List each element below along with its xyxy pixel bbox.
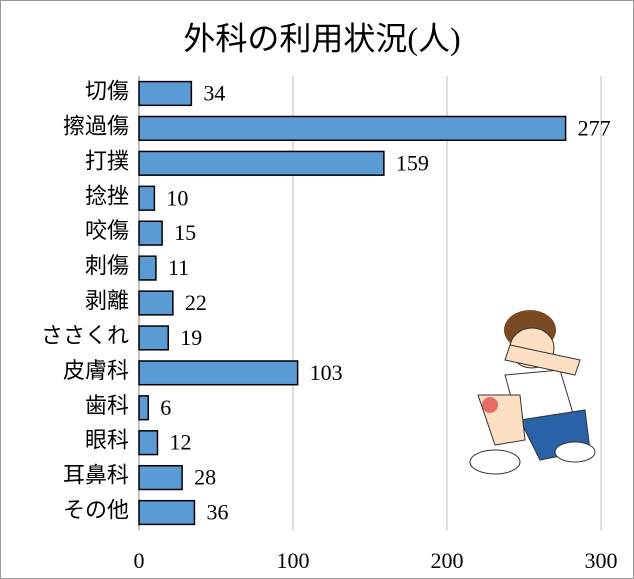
bar xyxy=(139,117,566,141)
y-tick-label: 耳鼻科 xyxy=(63,463,129,488)
chart-title: 外科の利用状況(人) xyxy=(183,20,460,56)
x-tick-label: 0 xyxy=(134,548,145,573)
y-tick-label: 刺傷 xyxy=(85,253,129,278)
chart: 外科の利用状況(人) 0 100 200 300 切傷 34 擦過傷 277 打撲 159 捻挫 10… xyxy=(0,0,634,579)
data-label: 10 xyxy=(166,185,188,210)
y-tick-label: 皮膚科 xyxy=(63,358,129,383)
data-label: 6 xyxy=(160,395,171,420)
bar xyxy=(139,501,194,525)
data-label: 19 xyxy=(180,325,202,350)
data-label: 34 xyxy=(203,81,225,106)
y-tick-label: 打撲 xyxy=(85,148,129,173)
x-tick-label: 100 xyxy=(277,548,310,573)
bar xyxy=(139,326,168,350)
bar xyxy=(139,396,148,420)
bar xyxy=(139,82,191,106)
y-tick-label: 咬傷 xyxy=(85,218,129,243)
bar xyxy=(139,361,298,385)
y-tick-label: 擦過傷 xyxy=(63,113,129,138)
data-label: 12 xyxy=(169,430,191,455)
bar xyxy=(139,186,154,210)
data-label: 22 xyxy=(185,290,207,315)
data-label: 28 xyxy=(194,465,216,490)
page: 外科の利用状況(人) 0 100 200 300 切傷 34 擦過傷 277 打撲 159 捻挫 10… xyxy=(0,0,634,579)
x-tick-label: 200 xyxy=(431,548,464,573)
y-tick-label: その他 xyxy=(63,498,129,523)
x-tick-label: 300 xyxy=(585,548,618,573)
data-label: 15 xyxy=(174,220,196,245)
y-tick-label: 捻挫 xyxy=(85,183,129,208)
bar xyxy=(139,431,157,455)
data-label: 103 xyxy=(310,360,343,385)
data-label: 159 xyxy=(396,150,429,175)
y-tick-label: 歯科 xyxy=(85,393,129,418)
data-label: 11 xyxy=(168,255,189,280)
bar xyxy=(139,291,173,315)
data-label: 36 xyxy=(206,500,228,525)
bar xyxy=(139,221,162,245)
y-tick-label: 剥離 xyxy=(85,288,129,313)
y-tick-label: 眼科 xyxy=(85,428,129,453)
y-tick-label: 切傷 xyxy=(85,79,129,104)
bar xyxy=(139,256,156,280)
y-tick-label: ささくれ xyxy=(41,323,129,348)
data-label: 277 xyxy=(578,115,611,140)
bar xyxy=(139,151,384,175)
bar xyxy=(139,466,182,490)
